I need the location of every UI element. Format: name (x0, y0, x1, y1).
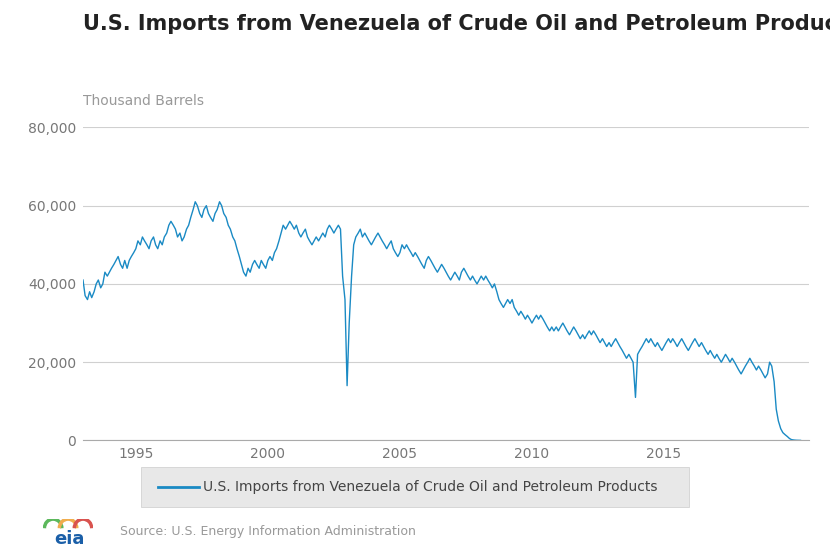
Text: U.S. Imports from Venezuela of Crude Oil and Petroleum Products: U.S. Imports from Venezuela of Crude Oil… (83, 14, 830, 34)
Text: U.S. Imports from Venezuela of Crude Oil and Petroleum Products: U.S. Imports from Venezuela of Crude Oil… (203, 480, 658, 494)
Text: Source: U.S. Energy Information Administration: Source: U.S. Energy Information Administ… (120, 526, 416, 538)
Text: eia: eia (54, 530, 84, 548)
Text: Thousand Barrels: Thousand Barrels (83, 94, 204, 108)
